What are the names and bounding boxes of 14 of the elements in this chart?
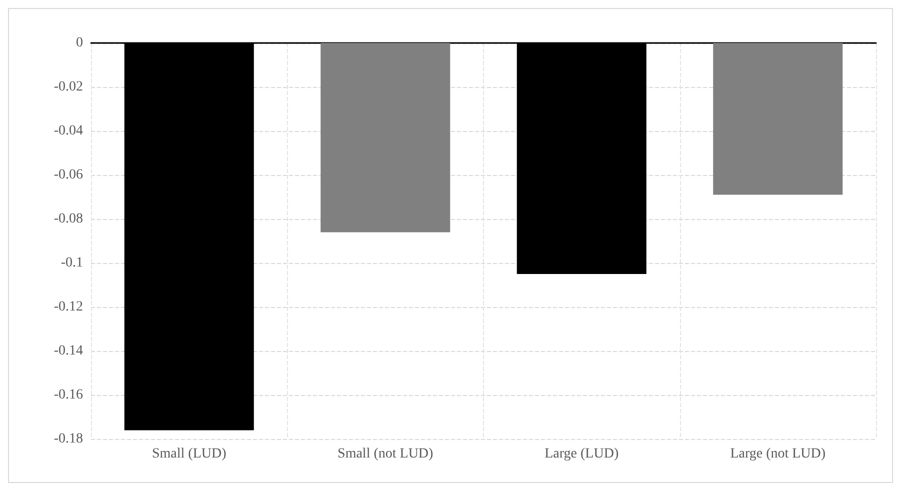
x-tick-label: Large (LUD): [544, 446, 619, 462]
y-tick-label: -0.04: [54, 124, 83, 138]
x-tick-label: Small (not LUD): [338, 446, 434, 462]
y-tick-label: -0.16: [54, 388, 83, 402]
y-tick-label: -0.08: [54, 212, 83, 226]
y-tick-label: -0.18: [54, 432, 83, 446]
x-tick-label: Small (LUD): [152, 446, 227, 462]
y-tick-label: 0: [76, 36, 83, 50]
y-tick-label: -0.02: [54, 80, 83, 94]
y-tick-label: -0.1: [60, 256, 83, 270]
x-tick-label: Large (not LUD): [730, 446, 826, 462]
y-tick-label: -0.12: [54, 300, 83, 314]
y-tick-label: -0.14: [54, 344, 83, 358]
y-tick-label: -0.06: [54, 168, 83, 182]
